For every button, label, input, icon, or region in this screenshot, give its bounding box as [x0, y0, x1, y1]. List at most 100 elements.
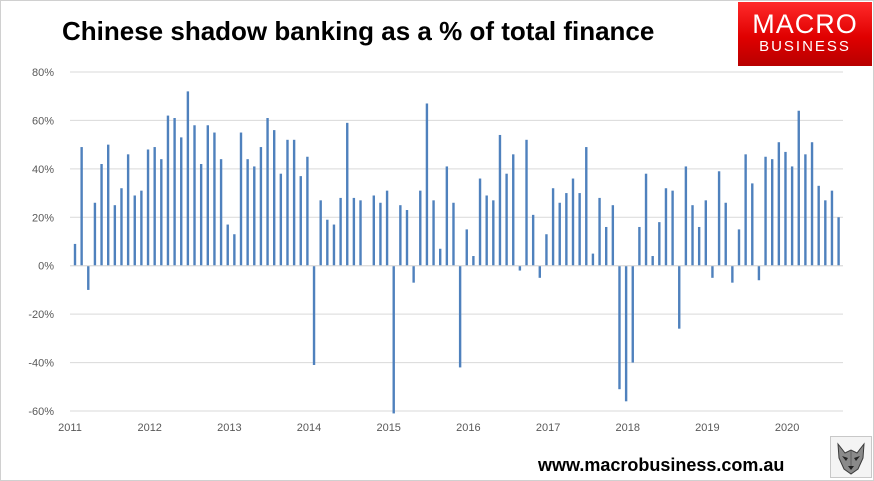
y-tick-label: 40% [32, 164, 54, 176]
bar [186, 91, 190, 266]
bar [385, 190, 389, 266]
bar [631, 265, 634, 363]
bar [545, 234, 548, 266]
x-tick-label: 2015 [376, 422, 400, 434]
bar [458, 265, 462, 368]
bar [804, 154, 807, 266]
bar [346, 122, 349, 266]
bar [751, 183, 754, 266]
x-tick-label: 2014 [297, 422, 321, 434]
x-tick-label: 2013 [217, 422, 241, 434]
x-tick-label: 2012 [137, 422, 161, 434]
bar [784, 151, 787, 266]
x-tick-label: 2017 [536, 422, 560, 434]
bar [611, 205, 615, 266]
bar [259, 147, 263, 266]
bar [199, 164, 203, 266]
bar [492, 200, 495, 266]
bar [332, 224, 336, 266]
bar [140, 190, 143, 266]
bar [253, 166, 256, 266]
bar [505, 173, 508, 266]
y-tick-label: -20% [28, 309, 54, 321]
y-tick-label: 20% [32, 212, 54, 224]
bar [731, 265, 734, 283]
bar [485, 195, 488, 266]
bar [180, 137, 183, 266]
bar [697, 226, 701, 266]
bar [478, 178, 482, 266]
bar [565, 193, 568, 266]
bar [412, 265, 415, 283]
bar [419, 190, 422, 266]
bar [678, 265, 681, 329]
bar [359, 200, 362, 266]
bar [498, 134, 502, 266]
bar [737, 229, 741, 266]
bar [512, 154, 515, 266]
bar [664, 188, 668, 266]
bar [757, 265, 761, 281]
bar [605, 226, 608, 266]
bar [233, 234, 236, 266]
bar [598, 197, 601, 266]
wolf-logo-icon [830, 436, 872, 478]
bar [472, 256, 475, 266]
bar [266, 118, 269, 266]
bar [312, 265, 316, 365]
bar [551, 188, 555, 266]
bar [439, 248, 442, 266]
bar [87, 265, 90, 290]
y-tick-label: -40% [28, 358, 54, 370]
bar [711, 265, 714, 278]
bar [432, 200, 435, 266]
bar [120, 188, 123, 266]
bar [306, 156, 309, 266]
bar [93, 202, 97, 266]
bar [684, 166, 688, 266]
bar [239, 132, 243, 266]
y-tick-label: 60% [32, 115, 54, 127]
y-axis-labels: -60% -40% -20% 0% 20% 40% 60% 80% [28, 67, 54, 418]
logo-line-2: BUSINESS [759, 38, 851, 55]
bar [279, 173, 283, 266]
bar [717, 171, 721, 266]
bar [193, 125, 196, 266]
bar [624, 265, 628, 402]
bar [219, 159, 223, 266]
bar [292, 139, 296, 266]
bar [817, 185, 820, 266]
bar [585, 147, 588, 266]
bar [173, 118, 176, 266]
gridlines [70, 71, 843, 412]
bar [326, 219, 329, 266]
bar [777, 142, 781, 266]
bar [571, 178, 575, 266]
bar [286, 139, 289, 266]
bar [445, 166, 449, 266]
macro-business-logo: MACRO BUSINESS [738, 2, 872, 66]
bar [319, 200, 322, 266]
bar [764, 156, 767, 266]
x-tick-label: 2011 [58, 422, 82, 434]
bar [531, 214, 535, 266]
bar [824, 200, 827, 266]
bar [525, 139, 528, 266]
bar [651, 256, 654, 266]
bar [352, 197, 356, 266]
logo-line-1: MACRO [752, 9, 858, 39]
bar [452, 202, 455, 266]
x-tick-label: 2016 [456, 422, 480, 434]
bar [73, 243, 77, 266]
bar [644, 173, 648, 266]
bar [372, 195, 375, 266]
bar [153, 147, 156, 266]
bar [425, 103, 429, 266]
y-tick-label: 0% [38, 261, 54, 273]
website-url: www.macrobusiness.com.au [538, 455, 785, 475]
bar [213, 132, 216, 266]
bar [126, 154, 130, 266]
x-tick-label: 2019 [695, 422, 719, 434]
bar [671, 190, 674, 266]
